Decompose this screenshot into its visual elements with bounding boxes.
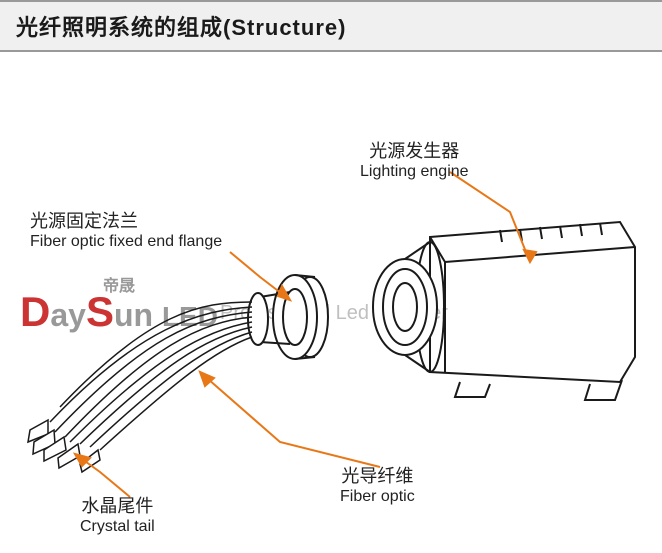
label-fiber: 光导纤维 Fiber optic — [340, 462, 415, 506]
label-flange: 光源固定法兰 Fiber optic fixed end flange — [30, 207, 222, 251]
structure-diagram — [0, 52, 662, 542]
label-engine-cn: 光源发生器 — [360, 137, 469, 163]
flange-shape — [248, 275, 328, 359]
label-tail-en: Crystal tail — [80, 518, 155, 536]
label-engine: 光源发生器 Lighting engine — [360, 137, 469, 181]
label-fiber-cn: 光导纤维 — [340, 462, 415, 488]
label-flange-en: Fiber optic fixed end flange — [30, 233, 222, 251]
label-fiber-en: Fiber optic — [340, 488, 415, 506]
label-tail-cn: 水晶尾件 — [80, 492, 155, 518]
title-bar: 光纤照明系统的组成(Structure) — [0, 0, 662, 52]
label-flange-cn: 光源固定法兰 — [30, 207, 222, 233]
title-text: 光纤照明系统的组成(Structure) — [16, 15, 346, 40]
lighting-engine-shape — [373, 222, 635, 400]
label-engine-en: Lighting engine — [360, 163, 469, 181]
label-tail: 水晶尾件 Crystal tail — [80, 492, 155, 536]
fiber-strands — [50, 302, 252, 450]
diagram-area: 帝晟 DaySun LED Professional Led Supplier — [0, 52, 662, 542]
